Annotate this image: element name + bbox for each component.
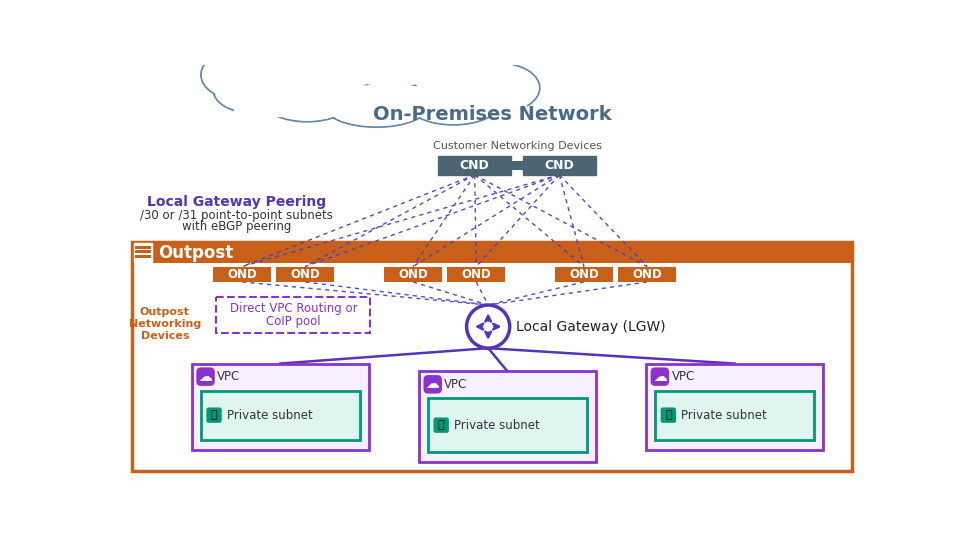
FancyBboxPatch shape xyxy=(201,390,360,440)
FancyBboxPatch shape xyxy=(660,408,676,423)
FancyBboxPatch shape xyxy=(384,267,442,282)
FancyBboxPatch shape xyxy=(618,267,676,282)
FancyBboxPatch shape xyxy=(423,375,442,394)
Ellipse shape xyxy=(410,44,497,98)
FancyBboxPatch shape xyxy=(428,398,587,452)
Text: CND: CND xyxy=(544,159,574,172)
Text: VPC: VPC xyxy=(217,370,240,383)
Text: Direct VPC Routing or: Direct VPC Routing or xyxy=(229,302,357,315)
Ellipse shape xyxy=(325,85,428,126)
Text: /30 or /31 point-to-point subnets: /30 or /31 point-to-point subnets xyxy=(140,209,333,222)
FancyBboxPatch shape xyxy=(132,242,852,471)
Text: 🔒: 🔒 xyxy=(665,410,672,420)
Ellipse shape xyxy=(340,30,444,89)
FancyBboxPatch shape xyxy=(512,161,523,170)
Bar xyxy=(135,251,151,253)
FancyBboxPatch shape xyxy=(132,242,852,264)
FancyBboxPatch shape xyxy=(216,298,371,333)
FancyBboxPatch shape xyxy=(276,267,334,282)
FancyBboxPatch shape xyxy=(134,244,153,262)
Ellipse shape xyxy=(461,64,539,111)
FancyBboxPatch shape xyxy=(656,390,814,440)
Text: CND: CND xyxy=(460,159,490,172)
Text: ☁: ☁ xyxy=(199,370,212,383)
Ellipse shape xyxy=(201,50,275,99)
Ellipse shape xyxy=(203,51,274,98)
Text: OND: OND xyxy=(398,268,428,281)
Text: ☁: ☁ xyxy=(426,377,440,392)
FancyBboxPatch shape xyxy=(206,408,222,423)
Text: OND: OND xyxy=(569,268,599,281)
Bar xyxy=(135,246,151,249)
Text: OND: OND xyxy=(633,268,662,281)
Ellipse shape xyxy=(230,52,523,121)
FancyBboxPatch shape xyxy=(419,372,596,462)
FancyBboxPatch shape xyxy=(523,156,596,175)
Ellipse shape xyxy=(407,80,500,124)
Ellipse shape xyxy=(324,84,429,127)
Text: Customer Networking Devices: Customer Networking Devices xyxy=(433,141,602,151)
FancyBboxPatch shape xyxy=(438,156,512,175)
Text: Outpost: Outpost xyxy=(158,244,234,262)
Ellipse shape xyxy=(214,68,292,112)
Text: OND: OND xyxy=(228,268,257,281)
Bar xyxy=(135,255,151,258)
Text: 🔒: 🔒 xyxy=(210,410,217,420)
FancyBboxPatch shape xyxy=(646,363,823,450)
FancyBboxPatch shape xyxy=(434,417,449,433)
Ellipse shape xyxy=(213,67,294,113)
Circle shape xyxy=(467,305,510,348)
Ellipse shape xyxy=(409,43,498,99)
Bar xyxy=(234,86,527,117)
Text: Outpost
Networking
Devices: Outpost Networking Devices xyxy=(129,307,201,341)
Text: CoIP pool: CoIP pool xyxy=(266,315,321,328)
FancyBboxPatch shape xyxy=(213,267,271,282)
FancyBboxPatch shape xyxy=(555,267,612,282)
FancyBboxPatch shape xyxy=(651,367,669,386)
Text: 🔒: 🔒 xyxy=(438,420,444,430)
FancyBboxPatch shape xyxy=(196,367,215,386)
Ellipse shape xyxy=(257,32,380,97)
FancyBboxPatch shape xyxy=(192,363,369,450)
Text: Local Gateway (LGW): Local Gateway (LGW) xyxy=(516,320,665,334)
Text: Private subnet: Private subnet xyxy=(228,409,313,422)
Ellipse shape xyxy=(341,31,444,87)
Text: Private subnet: Private subnet xyxy=(454,418,540,431)
Text: OND: OND xyxy=(462,268,492,281)
FancyBboxPatch shape xyxy=(447,267,505,282)
Text: VPC: VPC xyxy=(671,370,695,383)
Ellipse shape xyxy=(406,79,501,125)
Text: Private subnet: Private subnet xyxy=(682,409,767,422)
Text: with eBGP peering: with eBGP peering xyxy=(181,220,291,233)
Text: OND: OND xyxy=(290,268,320,281)
Text: ☁: ☁ xyxy=(653,370,667,383)
Ellipse shape xyxy=(262,79,352,122)
Ellipse shape xyxy=(264,80,350,120)
Ellipse shape xyxy=(460,63,540,112)
Ellipse shape xyxy=(258,33,379,96)
Text: VPC: VPC xyxy=(444,378,468,391)
Text: Local Gateway Peering: Local Gateway Peering xyxy=(147,195,326,209)
Text: On-Premises Network: On-Premises Network xyxy=(372,105,612,124)
